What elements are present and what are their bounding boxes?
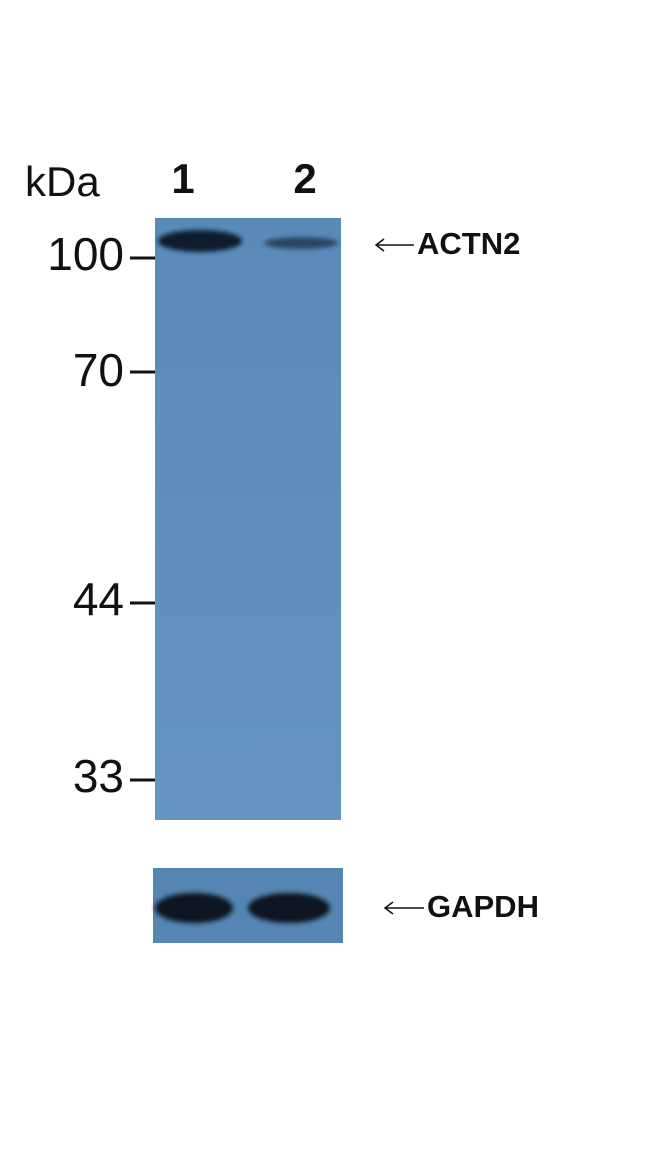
band <box>158 230 242 252</box>
lane-label: 1 <box>171 155 194 202</box>
band <box>264 237 338 249</box>
marker-label: 33 <box>73 750 124 802</box>
marker-label: 70 <box>73 344 124 396</box>
unit-label: kDa <box>25 158 100 205</box>
arrow-head <box>374 238 385 252</box>
band-label: GAPDH <box>427 889 539 924</box>
marker-label: 100 <box>47 228 124 280</box>
lane-label: 2 <box>293 155 316 202</box>
band <box>248 893 330 923</box>
band-label: ACTN2 <box>417 226 520 261</box>
band <box>155 893 233 923</box>
arrow-head <box>383 901 394 915</box>
marker-label: 44 <box>73 573 124 625</box>
blot-membrane <box>155 218 341 820</box>
